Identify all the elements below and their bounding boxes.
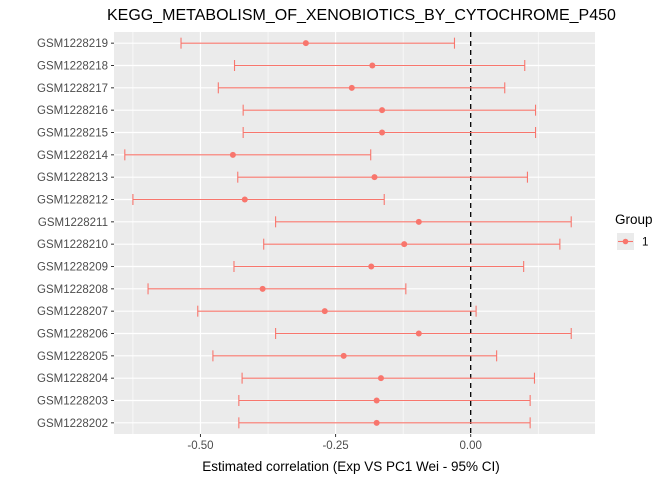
- errorbar-GSM1228203: [238, 395, 531, 406]
- x-tick-label: 0.00: [460, 440, 482, 452]
- errorbar-GSM1228212: [132, 194, 385, 205]
- estimate-point: [377, 375, 384, 382]
- errorbar-GSM1228217: [217, 82, 506, 94]
- estimate-point: [373, 397, 380, 404]
- errorbar-GSM1228216: [242, 104, 537, 116]
- estimate-point: [348, 84, 355, 91]
- errorbar-GSM1228207: [197, 305, 477, 317]
- errorbar-GSM1228218: [233, 60, 526, 71]
- estimate-point: [373, 419, 380, 426]
- estimate-point: [241, 196, 248, 203]
- estimate-point: [259, 285, 266, 292]
- estimate-point: [302, 40, 309, 47]
- errorbar-GSM1228213: [237, 171, 528, 183]
- y-axis-labels: GSM1228219 GSM1228218 GSM1228217 GSM1228216…: [37, 38, 114, 430]
- x-tick-label: -0.50: [187, 440, 213, 452]
- errorbar-GSM1228214: [124, 149, 372, 161]
- legend-title: Group: [615, 212, 653, 227]
- errorbar-GSM1228204: [241, 372, 536, 384]
- y-tick-label: GSM1228211: [38, 217, 108, 229]
- legend: Group 1: [615, 212, 653, 250]
- y-tick-label: GSM1228205: [37, 351, 108, 363]
- estimate-point: [379, 129, 386, 136]
- estimate-point: [368, 263, 375, 270]
- x-axis-labels: -0.50 -0.25 0.00: [187, 434, 482, 452]
- y-tick-label: GSM1228219: [37, 38, 108, 50]
- error-bars: [124, 37, 572, 429]
- estimate-point: [371, 174, 378, 181]
- x-tick-label: -0.25: [322, 440, 348, 452]
- y-tick-label: GSM1228204: [37, 373, 109, 385]
- x-axis-title: Estimated correlation (Exp VS PC1 Wei - …: [202, 459, 500, 474]
- legend-key-point: [622, 238, 629, 245]
- errorbar-GSM1228219: [180, 37, 456, 49]
- estimate-point: [415, 330, 422, 337]
- y-tick-label: GSM1228209: [37, 262, 108, 274]
- y-tick-label: GSM1228218: [37, 61, 108, 73]
- estimate-point: [379, 107, 386, 114]
- errorbar-GSM1228202: [238, 417, 531, 429]
- estimate-point: [321, 308, 328, 315]
- errorbar-GSM1228209: [233, 261, 525, 272]
- chart-title: KEGG_METABOLISM_OF_XENOBIOTICS_BY_CYTOCH…: [107, 7, 616, 24]
- y-tick-label: GSM1228213: [37, 172, 108, 184]
- plot-panel: [114, 32, 595, 434]
- estimate-point: [229, 151, 236, 158]
- y-tick-label: GSM1228207: [37, 306, 108, 318]
- estimate-point: [415, 218, 422, 225]
- y-tick-label: GSM1228202: [37, 418, 108, 430]
- y-tick-label: GSM1228208: [37, 284, 108, 296]
- legend-label-1: 1: [642, 237, 648, 249]
- errorbar-GSM1228206: [275, 328, 572, 339]
- errorbar-GSM1228210: [263, 238, 561, 250]
- y-tick-label: GSM1228203: [37, 396, 108, 408]
- y-tick-label: GSM1228210: [37, 239, 108, 251]
- estimate-point: [369, 62, 376, 69]
- estimate-point: [340, 352, 347, 359]
- errorbar-GSM1228211: [275, 216, 572, 228]
- y-tick-label: GSM1228217: [37, 83, 108, 95]
- y-tick-label: GSM1228215: [37, 128, 108, 140]
- y-tick-label: GSM1228214: [37, 150, 109, 162]
- y-tick-label: GSM1228206: [37, 329, 108, 341]
- estimate-point: [401, 241, 408, 248]
- errorbar-GSM1228208: [147, 283, 407, 295]
- errorbar-GSM1228215: [242, 127, 537, 138]
- y-tick-label: GSM1228216: [37, 105, 108, 117]
- errorbar-GSM1228205: [212, 350, 498, 362]
- y-tick-label: GSM1228212: [37, 195, 108, 207]
